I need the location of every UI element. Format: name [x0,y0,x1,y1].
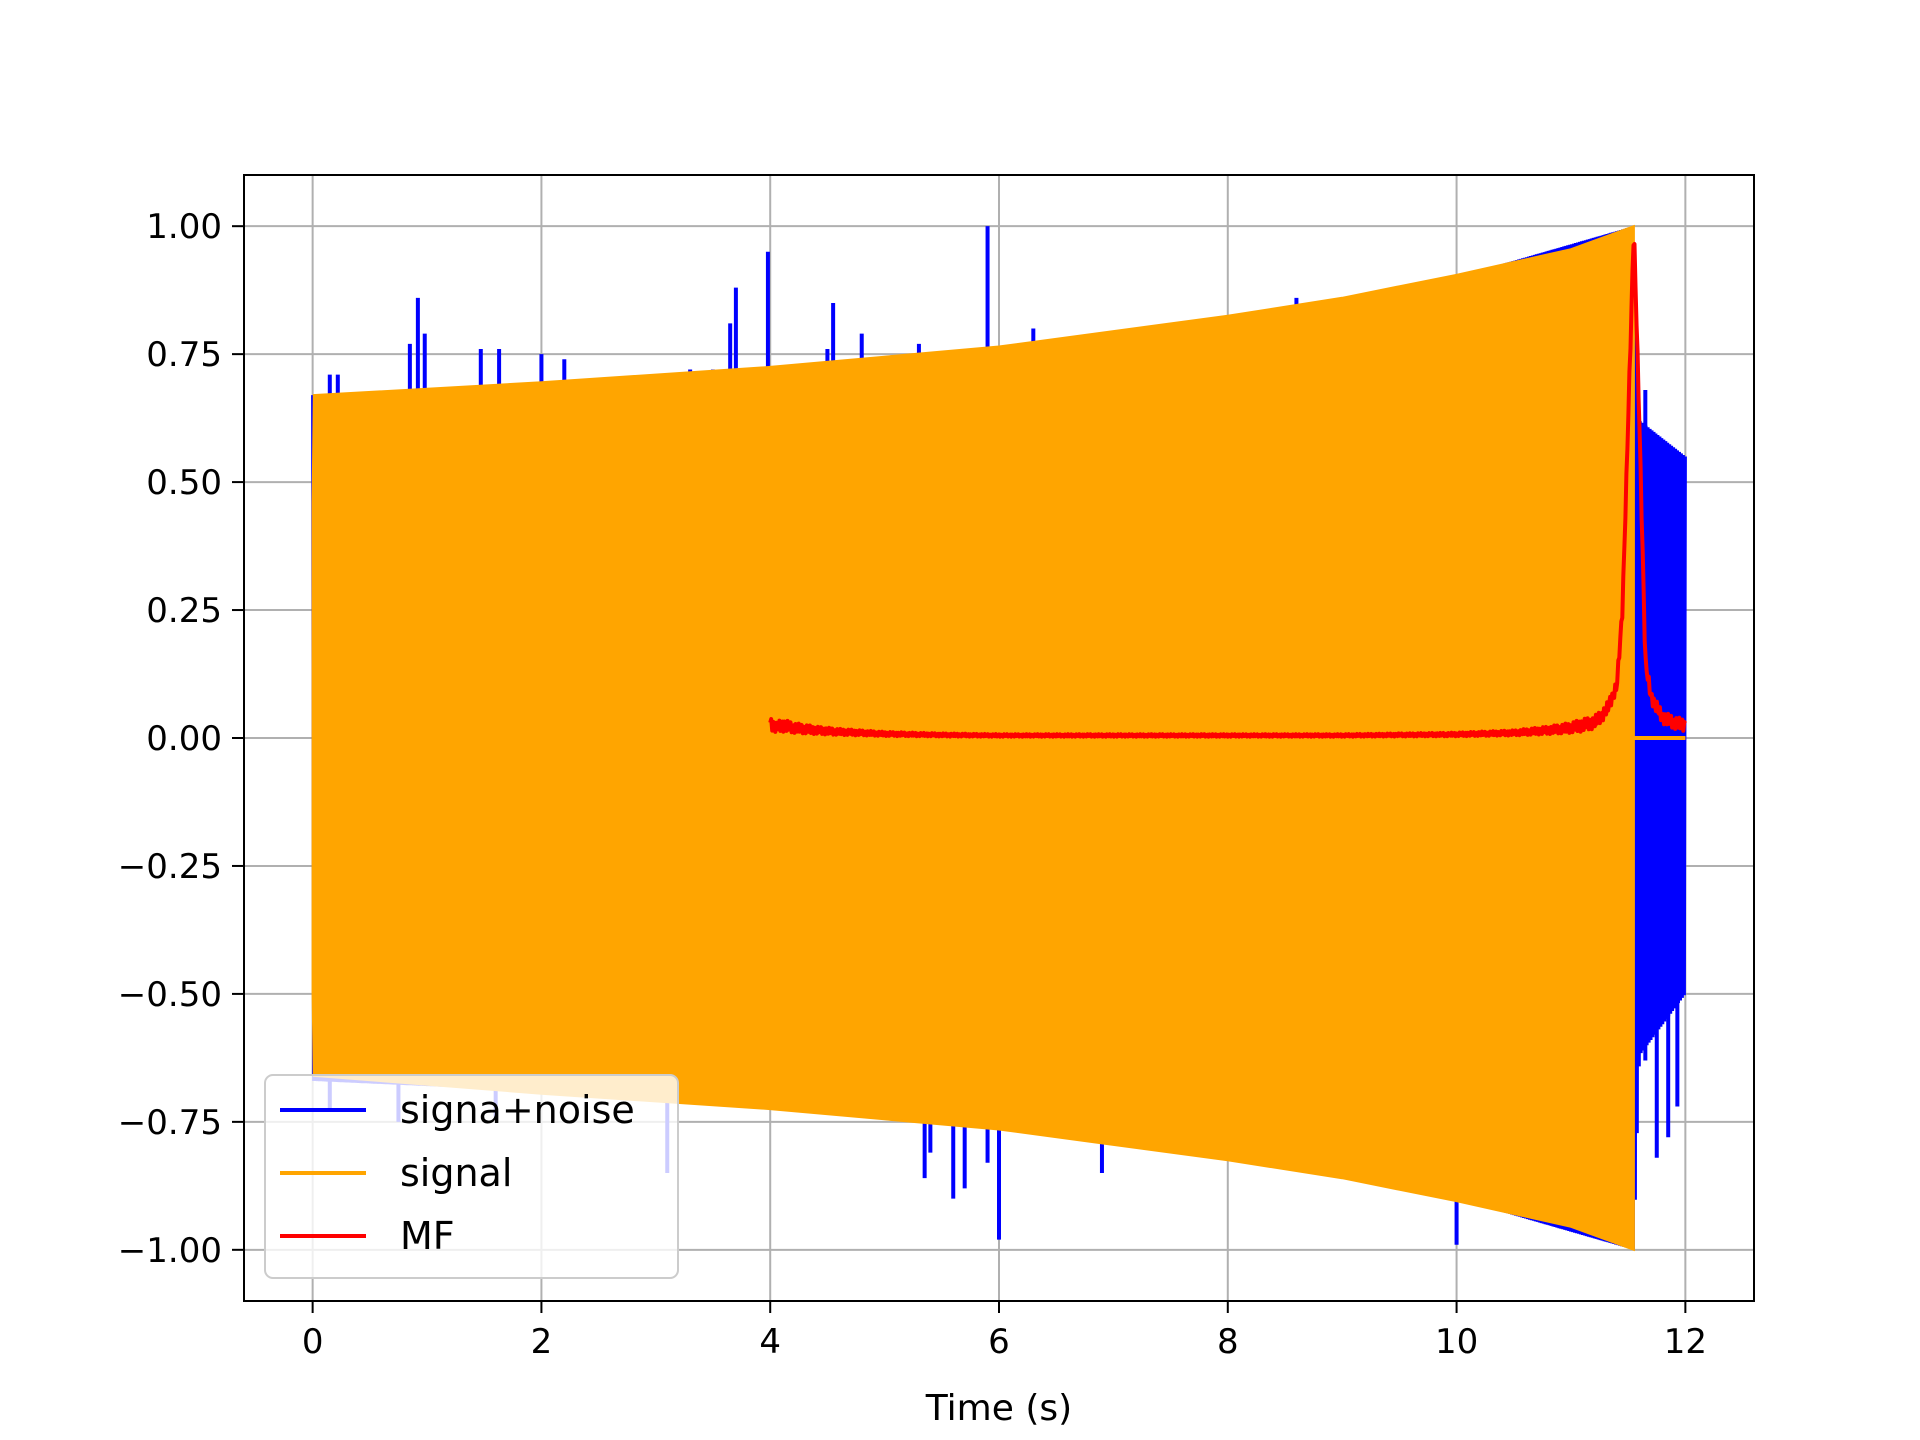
x-tick-label: 10 [1435,1322,1478,1362]
y-tick-label: 0.50 [146,463,222,503]
series-layer [311,224,1687,1252]
y-tick-label: −0.25 [118,847,222,887]
x-axis-label: Time (s) [925,1388,1072,1429]
x-tick-label: 0 [302,1322,324,1362]
y-tick-label: −1.00 [118,1231,222,1271]
x-tick-label: 4 [759,1322,781,1362]
legend-label-signal: signal [400,1151,512,1195]
series-mf-line [768,242,1687,739]
y-tick-label: 1.00 [146,207,222,247]
legend-label-signal-noise: signa+noise [400,1088,635,1132]
y-tick-label: −0.50 [118,975,222,1015]
legend-box [264,1074,679,1279]
x-tick-label: 2 [531,1322,553,1362]
x-tick-label: 8 [1217,1322,1239,1362]
y-tick-label: −0.75 [118,1103,222,1143]
y-tick-label: 0.25 [146,591,222,631]
x-tick-label: 6 [988,1322,1010,1362]
legend: signa+noise signal MF [264,1074,679,1279]
x-tick-label: 12 [1664,1322,1707,1362]
y-tick-label: 0.00 [146,719,222,759]
legend-label-mf: MF [400,1214,455,1258]
ticks: 0 2 4 6 8 10 12 1.00 0.75 0.50 0.25 0.00 −0.25 −0.50 −… [118,207,1707,1362]
y-tick-label: 0.75 [146,335,222,375]
